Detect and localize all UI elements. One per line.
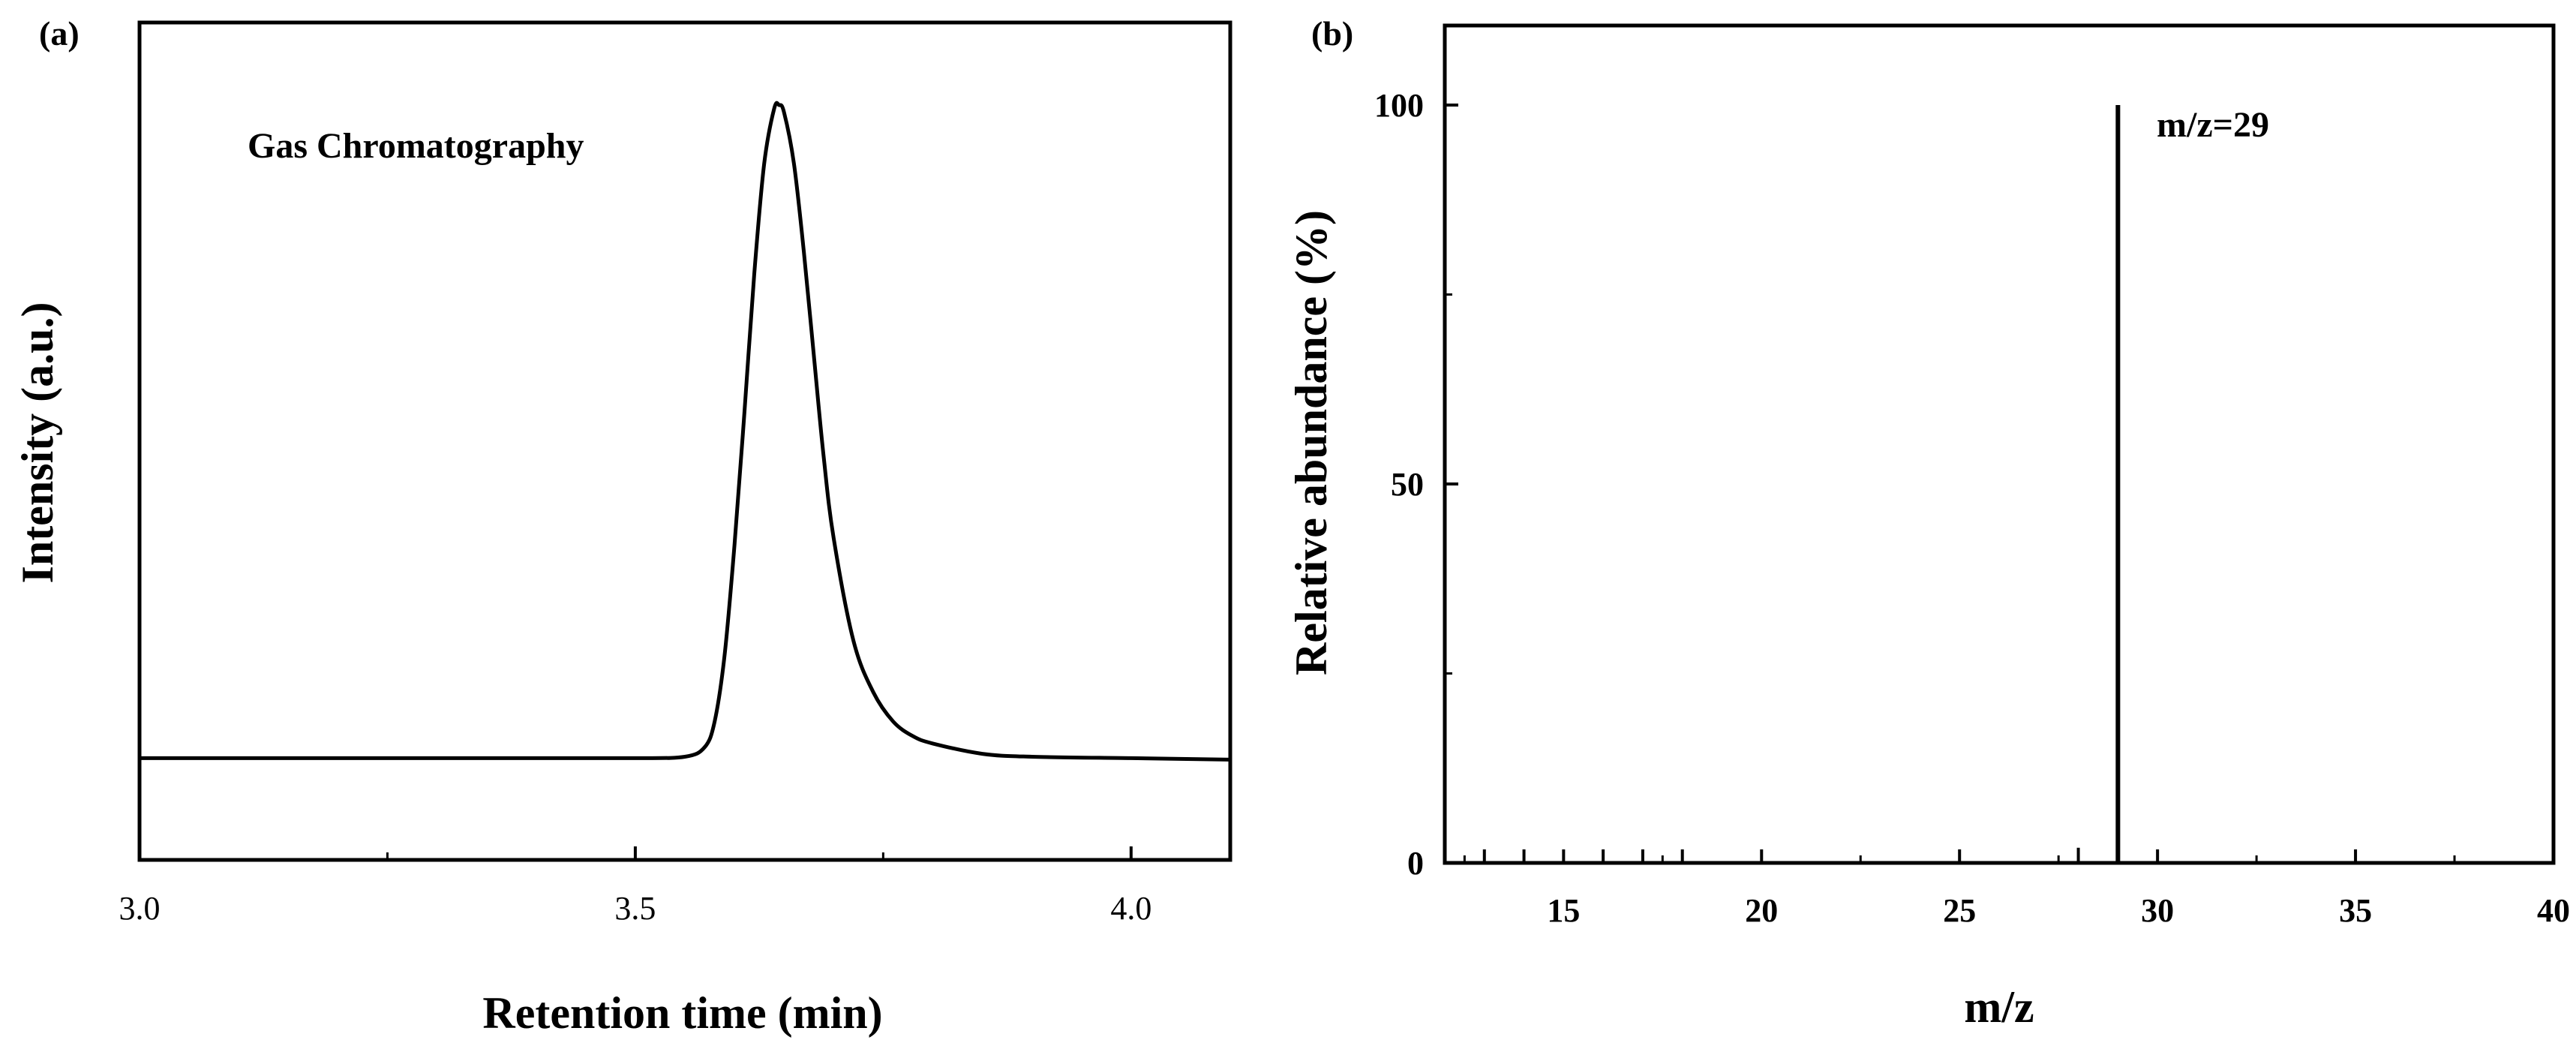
plot-frame-a: [137, 20, 1232, 862]
y-tick-labels-b: 0 50 100: [1374, 87, 1424, 882]
x-tick-label: 40: [2537, 892, 2570, 929]
x-tick-label: 3.5: [614, 890, 656, 927]
x-tick-label: 4.0: [1110, 890, 1151, 927]
annotation-gas-chromatography: Gas Chromatography: [248, 126, 584, 166]
x-tick-label: 35: [2339, 892, 2372, 929]
y-tick-label: 0: [1407, 845, 1424, 882]
x-ticks-a: [138, 846, 1133, 860]
x-tick-label: 15: [1547, 892, 1580, 929]
mass-spectrum-bars: [1482, 105, 2121, 863]
y-axis-title-b: Relative abundance (%): [1286, 210, 1336, 675]
chromatogram-line: [140, 101, 1231, 762]
x-axis-title-b: m/z: [1964, 982, 2034, 1032]
axis-ticks-b: [1445, 104, 2555, 864]
annotation-mz29: m/z=29: [2157, 105, 2269, 145]
x-tick-label: 30: [2141, 892, 2174, 929]
x-tick-label: 20: [1745, 892, 1778, 929]
plot-frame-b: [1443, 23, 2556, 865]
panel-label-b: (b): [1311, 14, 1353, 53]
x-tick-label: 25: [1943, 892, 1976, 929]
x-tick-label: 3.0: [119, 890, 161, 927]
x-tick-labels-a: 3.0 3.5 4.0: [119, 890, 1152, 927]
panel-b: (b) 15 20 25 30 35 40 0 50 100 m/z=29 m/…: [1286, 14, 2570, 1032]
y-tick-label: 100: [1374, 87, 1424, 124]
x-tick-labels-b: 15 20 25 30 35 40: [1547, 892, 2570, 929]
y-axis-title-a: Intensity (a.u.): [13, 302, 62, 583]
panel-a: (a) 3.0 3.5 4.0 Gas Chromatography Reten…: [13, 14, 1232, 1038]
panel-label-a: (a): [39, 14, 80, 53]
y-tick-label: 50: [1391, 466, 1424, 503]
x-axis-title-a: Retention time (min): [482, 988, 882, 1038]
